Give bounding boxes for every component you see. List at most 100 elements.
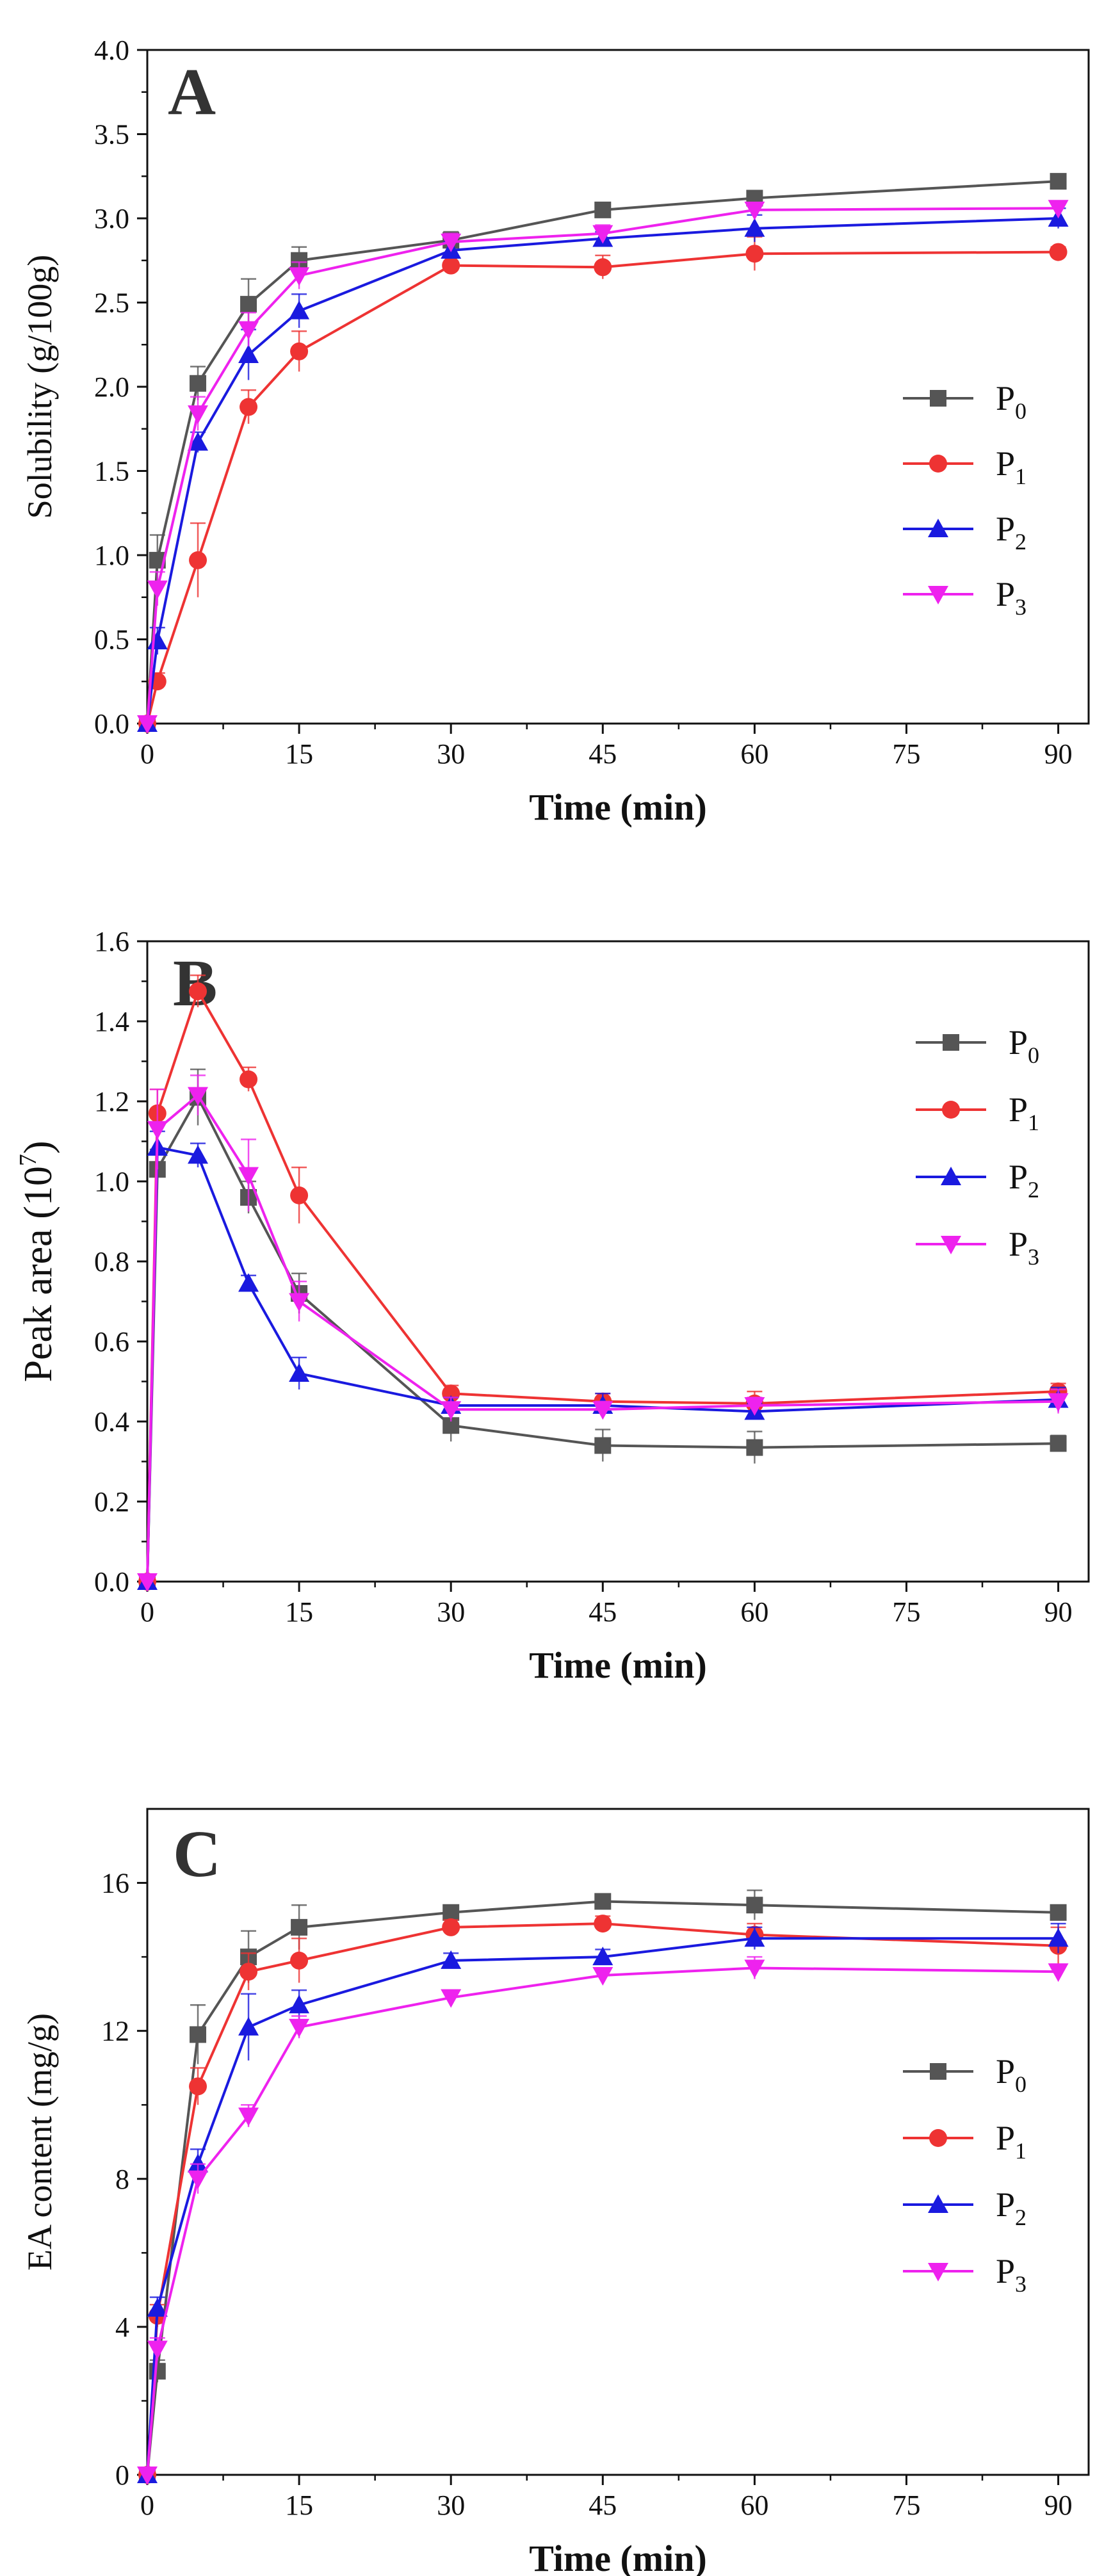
x-axis-title: Time (min) [529,786,707,828]
y-tick-label: 12 [101,2016,129,2047]
data-point [746,1897,763,1914]
data-point [744,1959,765,1979]
y-tick-label: 0 [115,2459,129,2491]
data-point [238,1167,259,1186]
y-tick-label: 3.5 [94,119,129,150]
data-point [1050,1435,1067,1452]
y-tick-label: 0.4 [94,1406,129,1438]
y-tick-label: 0.5 [94,624,129,656]
panel-a: 0 15 30 45 60 75 900.00.51.01.52.02.53.03.54.0… [20,35,1090,828]
series-line-p1 [146,988,1059,1582]
data-point [238,344,259,364]
legend-label-sub: 1 [1015,464,1027,489]
y-tick-label: 0.8 [94,1246,129,1277]
x-tick-label: 45 [588,738,617,770]
legend-marker [928,2263,948,2281]
data-point [290,342,309,360]
data-point [289,2018,310,2037]
legend-entry-p2: P2 [903,510,1027,555]
legend-entry-p0: P0 [903,379,1027,424]
x-tick-label: 45 [588,1596,617,1628]
data-point [744,218,765,237]
data-point [592,1401,613,1420]
data-point [188,2153,209,2173]
x-tick-label: 90 [1044,738,1073,770]
legend-label: P1 [996,2119,1027,2164]
data-point [238,2107,259,2126]
legend-marker [941,1236,961,1254]
legend-label-sub: 3 [1015,2271,1027,2297]
legend-marker [928,519,948,537]
data-point [188,1145,209,1164]
legend-label-sub: 1 [1028,1110,1039,1135]
y-tick-label: 2.0 [94,371,129,403]
legend-label-sub: 0 [1015,398,1027,424]
data-point [442,1904,460,1921]
data-point [290,1951,309,1970]
y-tick-label: 1.6 [94,926,129,957]
legend-label: P2 [996,510,1027,555]
data-point [289,300,310,320]
y-axis-title-sup: 7 [15,1154,42,1166]
y-tick-label: 0.0 [94,1566,129,1598]
data-point [592,225,613,244]
data-point [147,2298,168,2317]
data-point [289,267,310,286]
legend-label-main: P [996,575,1015,613]
legend-label: P1 [1009,1090,1039,1135]
legend-marker [943,1034,959,1051]
data-point [188,432,209,451]
y-tick-label: 0.6 [94,1326,129,1357]
data-point [147,631,168,650]
y-axis-title-main: Peak area (10 [17,1166,60,1382]
x-tick-label: 30 [437,2490,465,2521]
legend-entry-p1: P1 [903,2119,1027,2164]
series-line-p3 [146,1093,1059,1582]
series-p2 [137,1130,1069,1590]
data-point [188,2170,209,2189]
y-tick-label: 1.4 [94,1006,129,1037]
data-point [594,1915,612,1933]
x-tick-label: 75 [892,1596,920,1628]
series-p3 [137,1956,1069,2485]
data-point [441,233,462,252]
legend-label-main: P [996,2252,1015,2290]
legend-marker [930,2063,946,2080]
legend-entry-p2: P2 [903,2185,1027,2230]
legend-marker [941,1167,961,1185]
series-p3 [137,1074,1069,1592]
x-tick-label: 0 [140,738,154,770]
data-point [746,1439,763,1456]
series-p3 [137,200,1069,734]
legend-label-sub: 2 [1028,1177,1039,1203]
data-point [1049,243,1067,261]
series-line-p2 [146,1937,1059,2475]
x-tick-label: 90 [1044,1596,1073,1628]
legend-entry-p1: P1 [903,444,1027,489]
data-point [190,375,207,392]
data-point [1050,173,1067,190]
legend-marker [929,455,947,473]
legend-label-sub: 0 [1028,1042,1039,1068]
x-tick-label: 30 [437,1596,465,1628]
legend-marker [928,586,948,604]
legend-label-sub: 1 [1015,2138,1027,2164]
data-point [149,2363,166,2380]
legend-label: P2 [996,2185,1027,2230]
x-tick-label: 75 [892,738,920,770]
y-axis-title: Peak area (107) [15,1140,60,1382]
x-tick-label: 30 [437,738,465,770]
legend-label-sub: 3 [1015,594,1027,620]
legend-label: P0 [1009,1023,1039,1068]
legend-label-sub: 0 [1015,2071,1027,2097]
data-point [190,2026,207,2043]
data-point [442,256,460,275]
legend-entry-p1: P1 [916,1090,1039,1135]
data-point [291,1918,308,1936]
y-tick-label: 4.0 [94,35,129,66]
x-tick-label: 15 [285,1596,313,1628]
y-tick-label: 4 [115,2312,129,2343]
data-point [744,1397,765,1416]
legend-entry-p3: P3 [916,1225,1039,1270]
legend-label: P0 [996,2052,1027,2097]
